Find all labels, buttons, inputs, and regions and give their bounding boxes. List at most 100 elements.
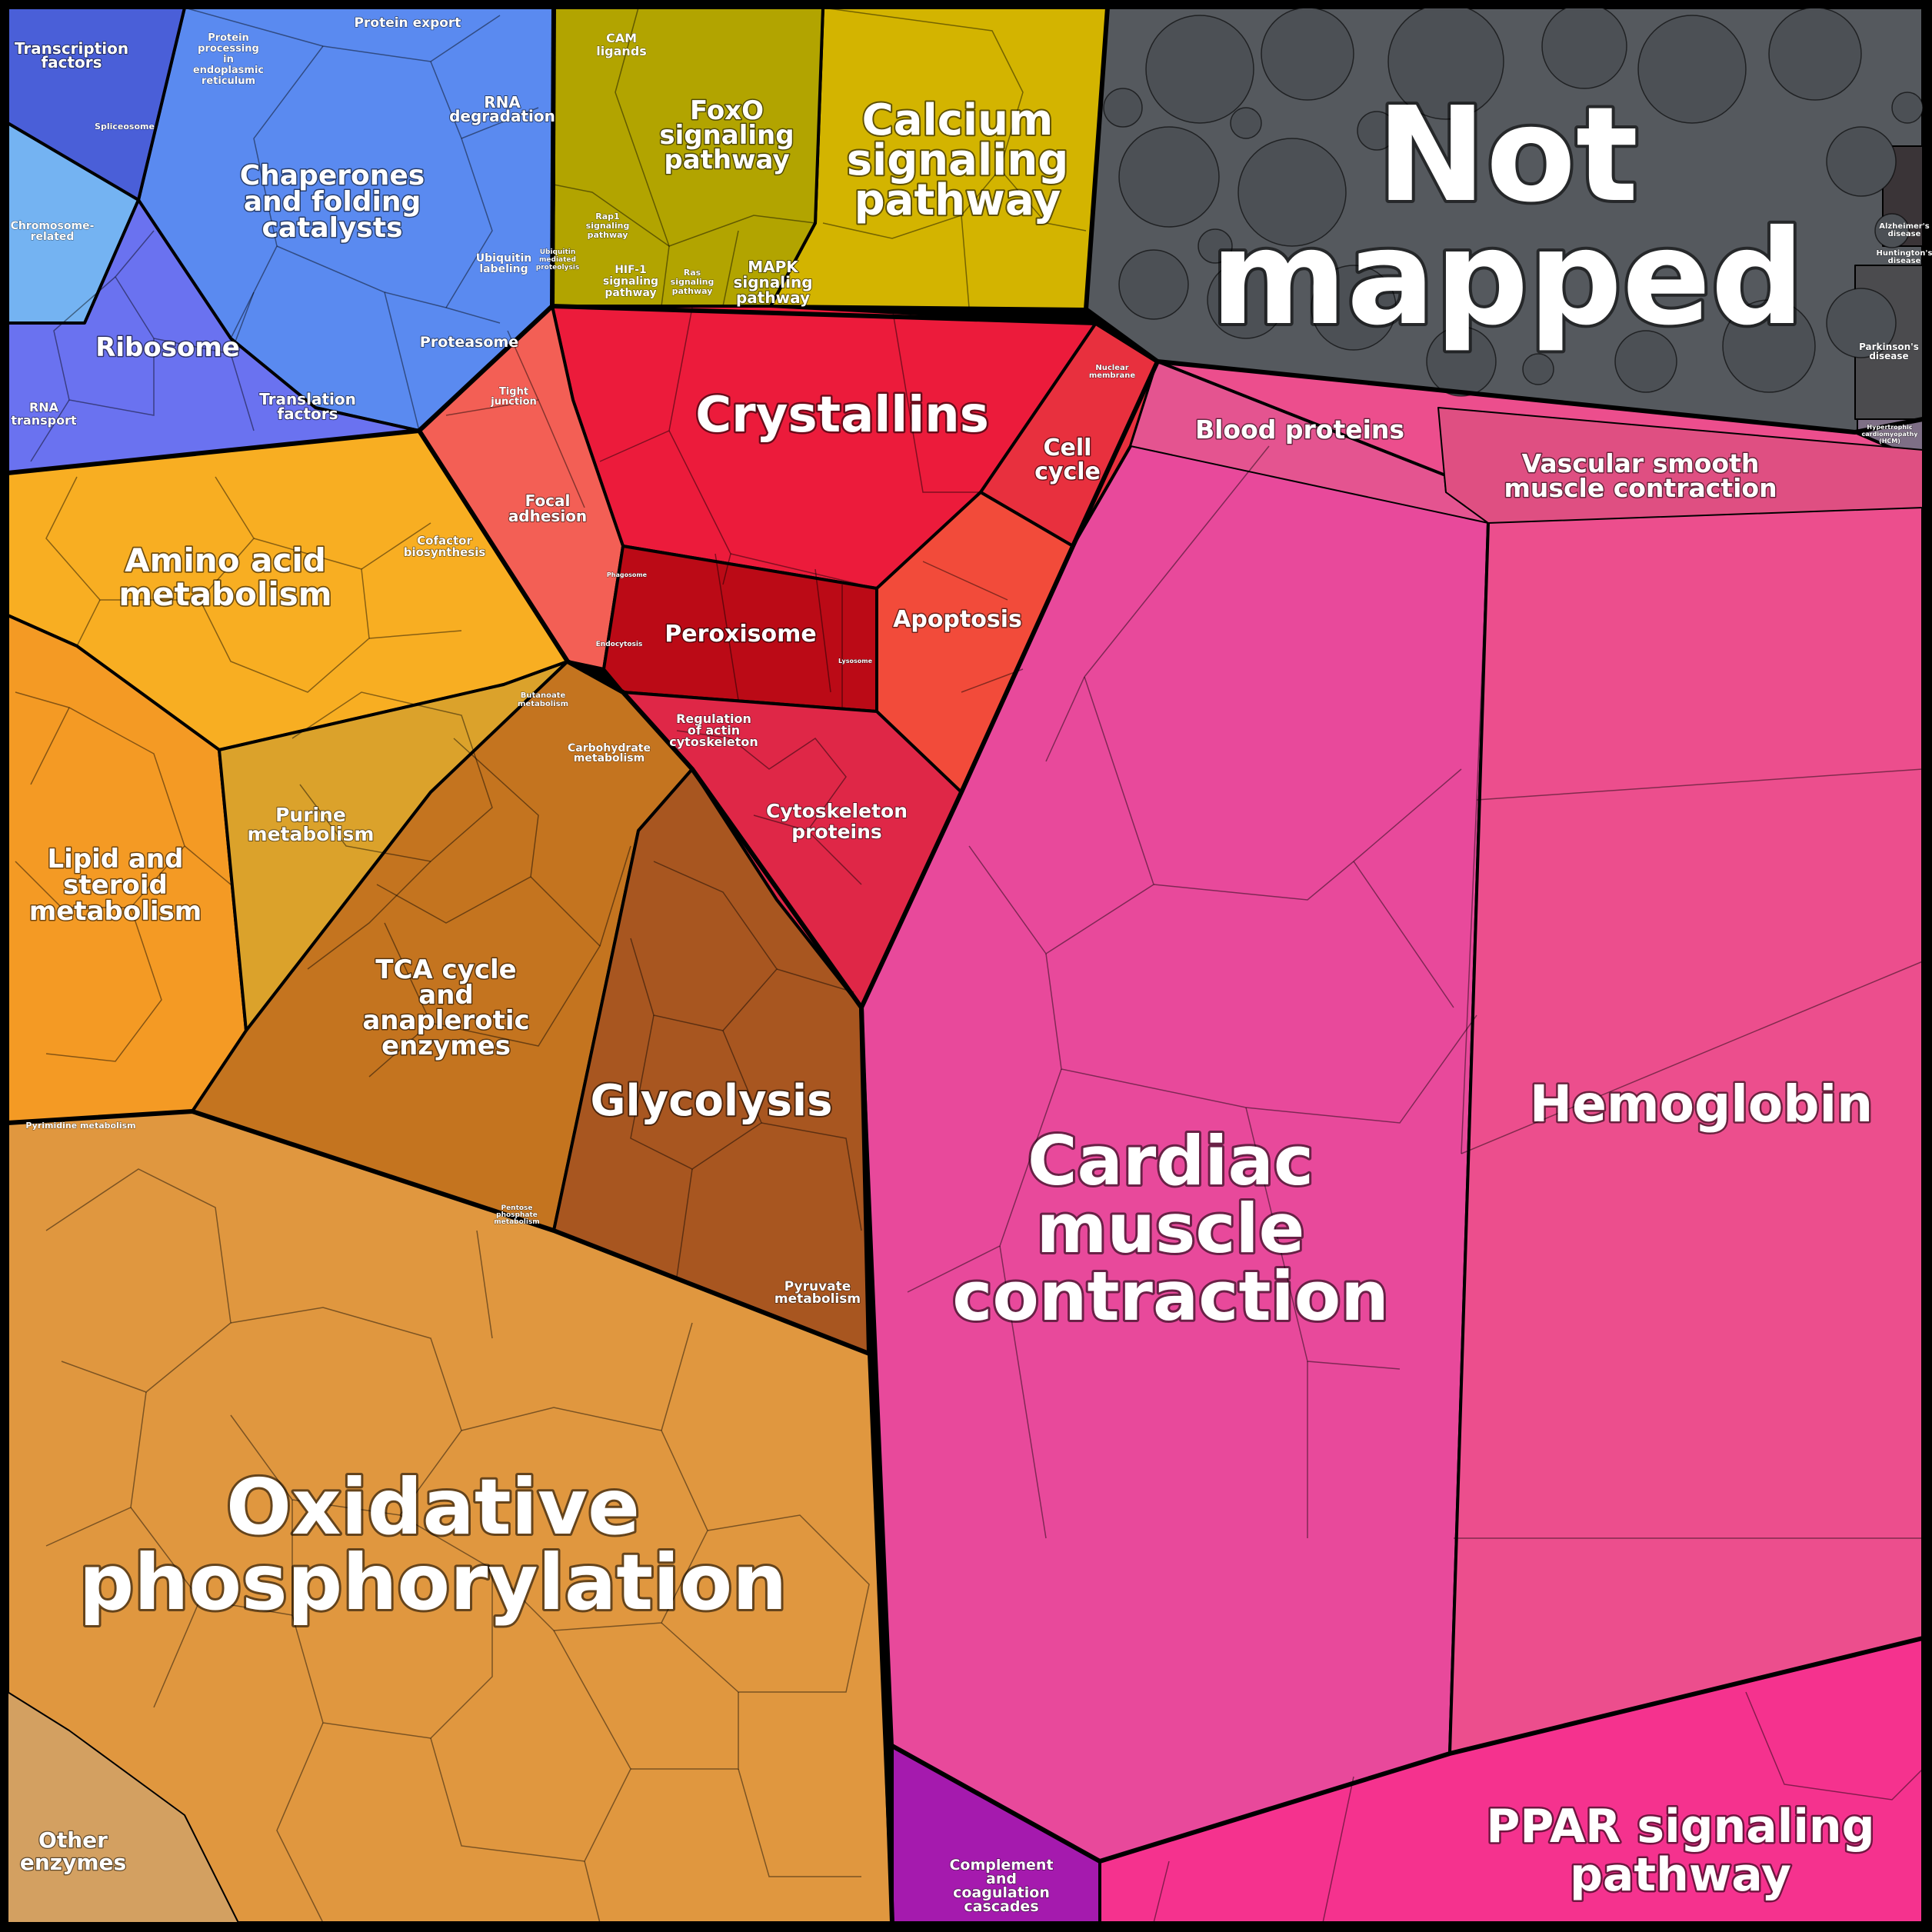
label-cardiac-1: Cardiac — [1028, 1121, 1314, 1201]
label-foxo-1: FoxO — [690, 95, 764, 126]
label-rap1-1: Rap1 — [595, 212, 619, 222]
label-cytoskeleton-1: Cytoskeleton — [766, 800, 908, 822]
subcells — [15, 3, 1924, 1924]
label-other-enzymes-2: enzymes — [20, 1850, 126, 1875]
label-ppar-2: pathway — [1570, 1848, 1791, 1902]
label-other-enzymes-1: Other — [38, 1827, 108, 1853]
label-focal-adhesion-2: adhesion — [508, 507, 587, 525]
not-mapped-circles — [1103, 3, 1924, 397]
label-hemoglobin: Hemoglobin — [1530, 1074, 1873, 1134]
label-foxo-3: pathway — [664, 145, 789, 175]
label-ppar-1: PPAR signaling — [1486, 1800, 1874, 1854]
label-oxphos-1: Oxidative — [226, 1462, 640, 1552]
label-pyrimidine: Pyrimidine metabolism — [25, 1121, 135, 1131]
labels: Not mapped Calcium signaling pathway Fox… — [10, 15, 1932, 1916]
label-mapk-2: signaling — [733, 273, 812, 291]
label-cytoskeleton-2: proteins — [791, 821, 882, 843]
label-regulation-actin-1: Regulation — [676, 711, 751, 726]
label-protein-processing-1: Protein — [208, 32, 249, 44]
label-cardiac-3: contraction — [952, 1257, 1389, 1336]
label-ubiquitin-proteolysis-2: mediated — [539, 256, 576, 264]
label-pyruvate-1: Pyruvate — [784, 1279, 851, 1294]
label-vascular-1: Vascular smooth — [1522, 448, 1760, 478]
label-lipid-3: metabolism — [29, 896, 202, 927]
label-tca-2: and — [418, 980, 474, 1011]
label-cell-cycle-1: Cell — [1044, 435, 1092, 461]
label-protein-processing-3: in — [223, 54, 234, 65]
label-nuclear-membrane-2: membrane — [1089, 371, 1136, 380]
label-ubiquitin-1: Ubiquitin — [476, 252, 531, 265]
label-rna-transport-2: transport — [11, 413, 77, 428]
label-proteasome: Proteasome — [420, 334, 518, 351]
label-tca-1: TCA cycle — [375, 954, 516, 985]
label-endocytosis: Endocytosis — [596, 641, 643, 648]
tile-vascular[interactable] — [1437, 407, 1924, 524]
label-calcium-3: pathway — [854, 175, 1061, 225]
label-cam-1: CAM — [606, 31, 637, 45]
label-chaperones-1: Chaperones — [240, 160, 425, 192]
label-tca-4: enzymes — [381, 1031, 511, 1061]
label-rna-degradation-1: RNA — [484, 93, 521, 112]
label-parkinsons-1: Parkinson's — [1859, 341, 1919, 352]
category-borders — [4, 4, 1928, 1928]
label-amino-acid-1: Amino acid — [125, 541, 326, 579]
label-not-mapped-2: mapped — [1211, 202, 1804, 355]
label-ras-3: pathway — [672, 286, 713, 296]
label-complement-3: coagulation — [953, 1884, 1050, 1901]
label-hcm-3: (HCM) — [1879, 438, 1900, 445]
label-ribosome: Ribosome — [95, 332, 240, 363]
label-amino-acid-2: metabolism — [118, 575, 331, 613]
label-pentose-3: metabolism — [494, 1218, 539, 1226]
label-crystallins: Crystallins — [695, 387, 989, 444]
label-purine-1: Purine — [275, 804, 346, 826]
label-cell-cycle-2: cycle — [1034, 458, 1101, 485]
label-complement-1: Complement — [949, 1857, 1053, 1874]
label-calcium-1: Calcium — [862, 95, 1054, 145]
label-hif-3: pathway — [605, 287, 656, 299]
label-pentose-1: Pentose — [501, 1204, 532, 1212]
label-cardiac-2: muscle — [1037, 1189, 1305, 1268]
label-ubiquitin-2: labeling — [479, 263, 528, 275]
label-hif-2: signaling — [603, 275, 658, 288]
label-not-mapped-1: Not — [1377, 79, 1638, 232]
label-cofactor-1: Cofactor — [417, 534, 472, 548]
label-butanoate-1: Butanoate — [521, 691, 566, 700]
label-butanoate-2: metabolism — [518, 700, 568, 708]
label-phagosome: Phagosome — [607, 571, 648, 578]
label-alzheimers-2: disease — [1888, 230, 1921, 238]
label-chaperones-2: and folding — [244, 186, 421, 218]
label-pyruvate-2: metabolism — [774, 1291, 861, 1307]
label-rna-degradation-2: degradation — [449, 107, 555, 125]
label-complement-2: and — [986, 1870, 1017, 1887]
label-ubiquitin-proteolysis-1: Ubiquitin — [540, 248, 576, 256]
label-carbohydrate-2: metabolism — [574, 752, 645, 764]
label-parkinsons-2: disease — [1869, 351, 1908, 361]
label-tca-3: anaplerotic — [362, 1005, 529, 1036]
label-foxo-2: signaling — [659, 120, 794, 151]
label-rap1-2: signaling — [586, 221, 630, 231]
label-vascular-2: muscle contraction — [1504, 473, 1777, 503]
label-transcription-2: factors — [41, 53, 102, 72]
label-cam-2: ligands — [596, 44, 647, 58]
label-mapk-1: MAPK — [748, 258, 799, 276]
label-chromosome-2: related — [31, 231, 75, 243]
label-hcm-2: cardiomyopathy — [1862, 431, 1919, 438]
label-ras-1: Ras — [684, 268, 701, 278]
label-protein-processing-2: processing — [198, 43, 259, 55]
label-ras-2: signaling — [671, 277, 715, 287]
label-protein-processing-5: reticulum — [202, 75, 255, 87]
label-complement-4: cascades — [964, 1898, 1038, 1915]
label-blood-proteins: Blood proteins — [1195, 415, 1404, 445]
label-translation-1: Translation — [259, 390, 356, 408]
label-ubiquitin-proteolysis-3: proteolysis — [536, 264, 579, 271]
label-peroxisome: Peroxisome — [665, 621, 816, 648]
label-apoptosis: Apoptosis — [893, 606, 1022, 633]
label-spliceosome: Spliceosome — [95, 122, 155, 132]
label-rap1-3: pathway — [588, 230, 628, 240]
label-translation-2: factors — [277, 405, 338, 423]
label-hif-1: HIF-1 — [615, 264, 647, 276]
label-cofactor-2: biosynthesis — [404, 545, 486, 559]
label-pentose-2: phosphate — [496, 1211, 538, 1219]
label-mapk-3: pathway — [736, 288, 810, 307]
